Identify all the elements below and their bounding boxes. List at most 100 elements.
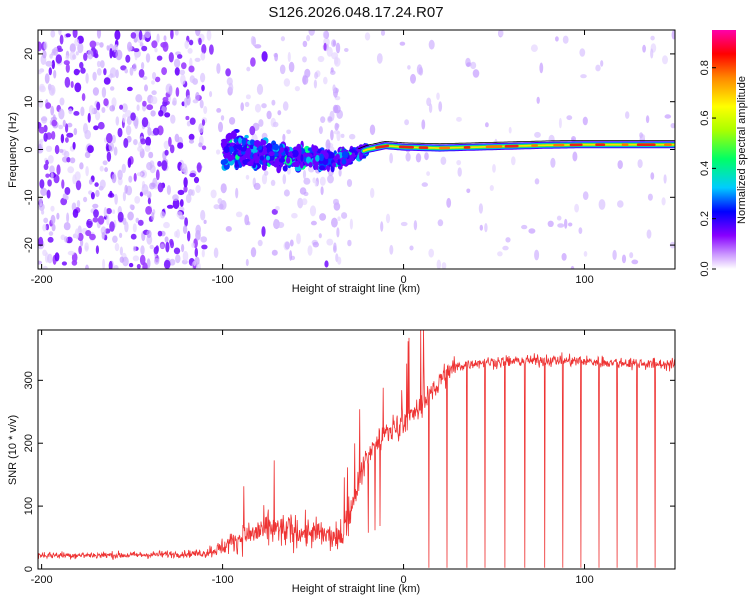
spectrogram-noise-cell (297, 197, 304, 209)
spectrogram-noise-cell (99, 165, 104, 172)
spectrogram-noise-cell (511, 156, 516, 166)
spectrogram-noise-cell (172, 100, 177, 106)
spectrogram-track-line (358, 140, 675, 150)
spectrogram-noise-cell (172, 198, 180, 210)
spectrogram-noise-cell (188, 139, 195, 144)
spectrogram-noise-cell (312, 241, 319, 248)
snr-x-tick-label: -100 (212, 574, 234, 586)
spectrogram-noise-cell (55, 54, 62, 64)
spectrogram-signal-cell (335, 153, 340, 160)
spectrogram-noise-cell (245, 94, 251, 100)
spectrogram-noise-cell (106, 45, 110, 51)
spectrogram-noise-cell (446, 197, 452, 208)
spectrogram-noise-cell (579, 48, 586, 57)
spectrogram-noise-cell (441, 262, 447, 269)
spectrogram-noise-cell (134, 196, 141, 204)
spectrogram-noise-cell (109, 190, 113, 197)
spectrogram-signal-cell (294, 165, 302, 172)
spectrogram-noise-cell (201, 84, 205, 92)
spectrogram-noise-cell (320, 186, 324, 196)
spectrogram-noise-cell (277, 221, 285, 229)
spectrogram-noise-cell (42, 249, 47, 256)
spectrogram-noise-cell (93, 125, 99, 131)
colorbar-tick-label: 0.4 (699, 161, 711, 176)
spectrogram-noise-cell (51, 119, 58, 127)
spectrogram-noise-cell (74, 82, 82, 93)
spectrogram-noise-cell (45, 145, 53, 152)
spectrogram-noise-cell (138, 30, 143, 41)
spectrogram-noise-cell (289, 250, 293, 261)
spectrogram-noise-cell (117, 169, 123, 180)
spectrogram-noise-cell (74, 228, 80, 240)
spectrogram-noise-cell (302, 40, 308, 48)
spectrogram-noise-cell (288, 61, 295, 73)
spectrogram-noise-cell (308, 30, 315, 36)
spectrogram-noise-cell (80, 106, 85, 117)
spectrogram-noise-cell (637, 159, 643, 169)
spectrogram-noise-cell (61, 179, 65, 189)
spectrogram-signal-cell (227, 154, 233, 162)
spectrogram-noise-cell (177, 142, 184, 149)
spectrogram-signal-cell (249, 144, 254, 150)
spectrogram-noise-cell (96, 60, 101, 68)
spectrogram-noise-cell (428, 248, 435, 258)
spectrogram-noise-cell (273, 218, 279, 229)
spectrogram-noise-cell (73, 111, 80, 116)
spectrogram-noise-cell (235, 187, 239, 199)
spectrogram-noise-cell (213, 204, 220, 210)
spectrogram-noise-cell (168, 85, 173, 96)
spectrogram-noise-cell (76, 200, 81, 208)
spectrogram-noise-cell (56, 164, 61, 175)
snr-x-tick-label: -200 (31, 574, 53, 586)
spectrogram-noise-cell (88, 105, 95, 115)
spectrogram-noise-cell (335, 42, 341, 54)
spectrogram-noise-cell (187, 48, 193, 54)
spectrogram-noise-cell (115, 116, 120, 126)
spectrogram-noise-cell (466, 188, 471, 194)
spectrogram-noise-cell (299, 187, 307, 195)
spectrogram-signal-cell (228, 146, 234, 153)
spectrogram-noise-cell (235, 211, 243, 218)
spectrogram-noise-cell (302, 169, 307, 180)
spectrogram-noise-cell (478, 203, 483, 214)
spectrogram-noise-cell (415, 153, 422, 163)
spectrogram-noise-cell (65, 123, 69, 133)
spectrogram-noise-cell (96, 68, 102, 76)
spectrogram-noise-cell (43, 41, 48, 50)
spectrogram-noise-cell (106, 151, 112, 162)
spectrogram-noise-cell (201, 145, 207, 151)
spectrogram-noise-cell (155, 169, 160, 181)
spectrogram-noise-cell (122, 191, 126, 202)
spectrogram-noise-cell (154, 47, 158, 53)
spectrogram-peak-segment (398, 145, 414, 149)
spectrogram-noise-cell (119, 246, 123, 256)
spectrogram-noise-cell (200, 236, 208, 243)
spectrogram-noise-cell (164, 236, 169, 243)
spectrogram-noise-cell (287, 51, 291, 63)
spectrogram-noise-cell (70, 81, 74, 88)
spectrogram-noise-cell (48, 231, 54, 236)
spectrogram-noise-cell (170, 30, 174, 40)
spectrogram-signal-cell (240, 155, 245, 161)
spectrogram-signal-cell (253, 152, 258, 161)
spectrogram-noise-cell (184, 217, 189, 227)
spectrogram-signal-cell (251, 148, 258, 154)
spectrogram-noise-cell (103, 98, 109, 107)
spectrogram-noise-cell (671, 30, 675, 40)
spectrogram-noise-cell (141, 184, 149, 195)
spectrogram-signal-cell (229, 142, 235, 147)
spectrogram-noise-cell (146, 258, 151, 269)
spectrogram-noise-cell (43, 163, 49, 170)
snr-series-line (38, 330, 675, 568)
spectrogram-signal-cell (341, 158, 347, 165)
spectrogram-noise-cell (127, 45, 133, 51)
spectrogram-signal-cell (266, 143, 273, 150)
spectrogram-noise-cell (206, 30, 212, 41)
spectrogram-noise-cell (39, 138, 44, 143)
spectrogram-noise-cell (213, 247, 219, 259)
spectrogram-noise-cell (38, 69, 42, 75)
spectrogram-noise-cell (664, 114, 672, 119)
colorbar-gradient (712, 30, 736, 269)
spectrogram-noise-cell (147, 127, 152, 136)
spectrogram-noise-cell (127, 211, 134, 221)
